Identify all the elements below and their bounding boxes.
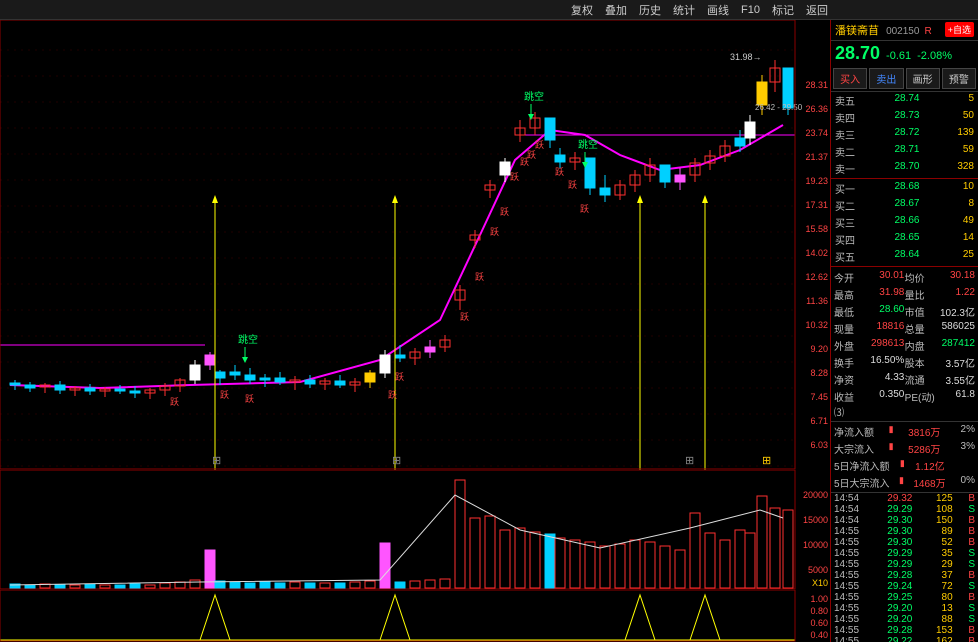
svg-text:跃: 跃 [388, 390, 397, 400]
tick-row: 14:5529.2472S [831, 581, 978, 592]
svg-text:跃: 跃 [170, 397, 179, 407]
info-row: 最高31.98量比1.22 [834, 286, 975, 303]
chart-button[interactable]: 画形 [906, 68, 940, 89]
indicator-chart [0, 590, 830, 642]
bid-row: 买五28.6425 [831, 248, 978, 265]
svg-text:跃: 跃 [220, 390, 229, 400]
tick-row: 14:5529.2013S [831, 603, 978, 614]
flow-row: 5日净流入额▮1.12亿 [834, 457, 975, 474]
chart-area[interactable]: 跃跃跃跃跃跃跃跃跃跃跃跃跃跃跃跃31.98→26.42 - 29.50跳空跳空跳… [0, 20, 830, 642]
current-price: 28.70 [835, 43, 880, 64]
svg-text:⊞: ⊞ [762, 455, 771, 467]
tab-f10[interactable]: F10 [741, 4, 760, 16]
tick-row: 14:5529.2088S [831, 614, 978, 625]
ask-levels: 卖五28.745卖四28.7350卖三28.72139卖二28.7159卖一28… [831, 92, 978, 177]
tick-row: 14:5529.3052B [831, 537, 978, 548]
price-pct: -2.08% [917, 50, 952, 62]
info-row: 现量18816总量586025 [834, 320, 975, 337]
candlestick-chart: 跃跃跃跃跃跃跃跃跃跃跃跃跃跃跃跃31.98→26.42 - 29.50跳空跳空跳… [0, 20, 830, 470]
ask-row: 卖一28.70328 [831, 160, 978, 177]
tab-fanhui[interactable]: 返回 [806, 2, 828, 18]
tick-row: 14:5429.29108S [831, 504, 978, 515]
bid-levels: 买一28.6810买二28.678买三28.6649买四28.6514买五28.… [831, 180, 978, 265]
tick-row: 14:5529.22162B [831, 636, 978, 642]
svg-text:跳空: 跳空 [238, 333, 258, 346]
flow-row: 大宗流入▮5286万3% [834, 440, 975, 457]
ask-row: 卖四28.7350 [831, 109, 978, 126]
svg-text:⊞: ⊞ [392, 455, 401, 467]
stock-name: 潘镁斋苜 [835, 25, 879, 37]
svg-text:跃: 跃 [500, 207, 509, 217]
svg-text:跃: 跃 [460, 312, 469, 322]
svg-text:跳空: 跳空 [578, 138, 598, 151]
bid-row: 买一28.6810 [831, 180, 978, 197]
svg-text:跃: 跃 [245, 394, 254, 404]
tab-tongji[interactable]: 统计 [673, 2, 695, 18]
info-row: 最低28.60市值102.3亿 [834, 303, 975, 320]
svg-text:跃: 跃 [395, 372, 404, 382]
price-change: -0.61 [886, 50, 911, 62]
tick-row: 14:5529.2837B [831, 570, 978, 581]
tick-row: 14:5529.2935S [831, 548, 978, 559]
tick-row: 14:5429.32125B [831, 493, 978, 504]
bid-row: 买三28.6649 [831, 214, 978, 231]
money-flow: 净流入额▮3816万2%大宗流入▮5286万3%5日净流入额▮1.12亿5日大宗… [831, 421, 978, 492]
add-watchlist-button[interactable]: +自选 [945, 22, 974, 37]
svg-text:跃: 跃 [580, 204, 589, 214]
ask-row: 卖五28.745 [831, 92, 978, 109]
tab-fuquan[interactable]: 复权 [571, 2, 593, 18]
svg-text:⊞: ⊞ [212, 455, 221, 467]
ask-row: 卖三28.72139 [831, 126, 978, 143]
flow-row: 净流入额▮3816万2% [834, 423, 975, 440]
info-row: 换手16.50%股本3.57亿 [834, 354, 975, 371]
tab-biaoji[interactable]: 标记 [772, 2, 794, 18]
stock-info: 今开30.01均价30.18最高31.98量比1.22最低28.60市值102.… [831, 268, 978, 421]
tab-huaxian[interactable]: 画线 [707, 2, 729, 18]
stock-margin-flag: R [925, 26, 932, 37]
tick-row: 14:5529.3089B [831, 526, 978, 537]
stock-code: 002150 [886, 26, 919, 37]
alert-button[interactable]: 预警 [942, 68, 976, 89]
bid-row: 买二28.678 [831, 197, 978, 214]
buy-button[interactable]: 买入 [833, 68, 867, 89]
info-row: 收益⑶0.350PE(动)61.8 [834, 388, 975, 420]
svg-text:跃: 跃 [510, 172, 519, 182]
tick-row: 14:5529.28153B [831, 625, 978, 636]
flow-row: 5日大宗流入▮1468万0% [834, 474, 975, 491]
svg-text:跃: 跃 [527, 150, 536, 160]
svg-text:跃: 跃 [535, 140, 544, 150]
info-row: 今开30.01均价30.18 [834, 269, 975, 286]
topbar: 复权 叠加 历史 统计 画线 F10 标记 返回 [0, 0, 978, 20]
svg-text:跳空: 跳空 [524, 90, 544, 103]
volume-chart [0, 470, 830, 590]
info-row: 净资4.33流通3.55亿 [834, 371, 975, 388]
svg-text:跃: 跃 [475, 272, 484, 282]
svg-text:31.98→: 31.98→ [730, 52, 762, 62]
tick-row: 14:5529.2580B [831, 592, 978, 603]
svg-text:跃: 跃 [568, 180, 577, 190]
tick-row: 14:5429.30150B [831, 515, 978, 526]
svg-text:26.42 - 29.50: 26.42 - 29.50 [755, 103, 803, 112]
info-row: 外盘298613内盘287412 [834, 337, 975, 354]
bid-row: 买四28.6514 [831, 231, 978, 248]
svg-text:⊞: ⊞ [685, 455, 694, 467]
tick-row: 14:5529.2929S [831, 559, 978, 570]
tick-list: 14:5429.32125B14:5429.29108S14:5429.3015… [831, 492, 978, 642]
ask-row: 卖二28.7159 [831, 143, 978, 160]
tab-lishi[interactable]: 历史 [639, 2, 661, 18]
svg-text:跃: 跃 [490, 227, 499, 237]
quote-panel: 潘镁斋苜 002150 R +自选 28.70 -0.61 -2.08% 买入 … [830, 20, 978, 642]
svg-text:跃: 跃 [555, 167, 564, 177]
sell-button[interactable]: 卖出 [869, 68, 903, 89]
tab-diejia[interactable]: 叠加 [605, 2, 627, 18]
